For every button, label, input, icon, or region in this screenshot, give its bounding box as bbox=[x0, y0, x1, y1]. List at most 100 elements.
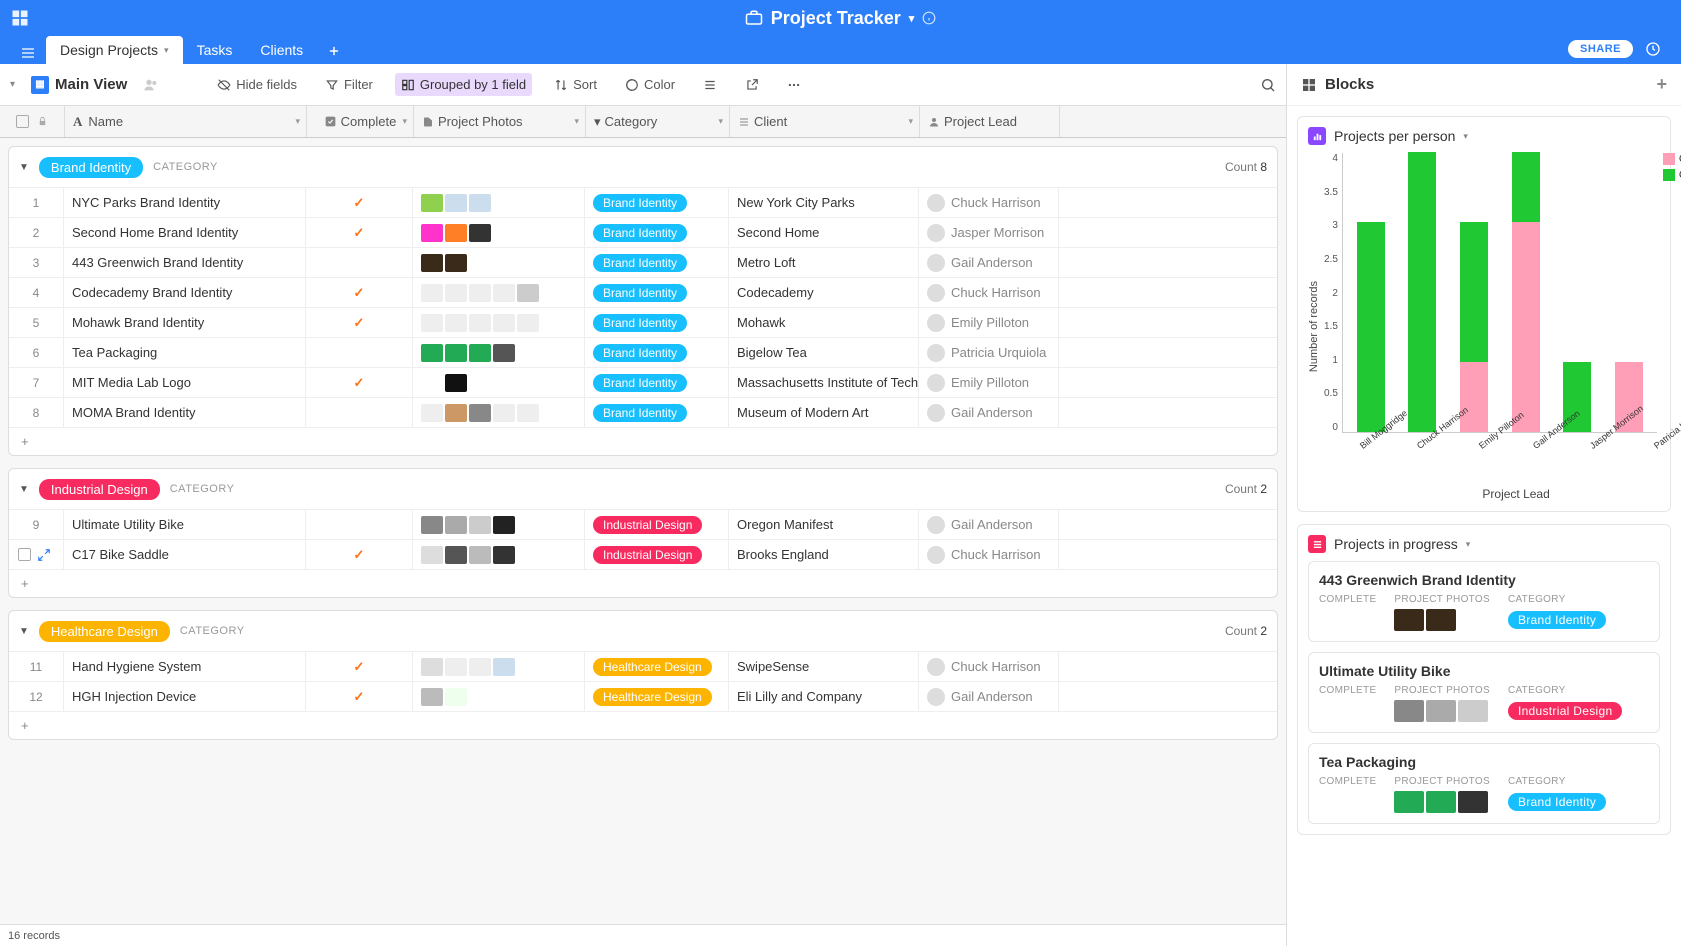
cell-lead[interactable]: Patricia Urquiola bbox=[919, 338, 1059, 367]
photo-thumb[interactable] bbox=[493, 224, 515, 242]
photo-thumb[interactable] bbox=[421, 284, 443, 302]
hide-fields-button[interactable]: Hide fields bbox=[211, 73, 303, 96]
add-row-button[interactable]: + bbox=[9, 711, 1277, 739]
add-block-button[interactable]: + bbox=[1656, 74, 1667, 95]
cell-name[interactable]: Tea Packaging bbox=[64, 338, 306, 367]
cell-photos[interactable] bbox=[413, 368, 585, 397]
cell-category[interactable]: Brand Identity bbox=[585, 398, 729, 427]
cell-category[interactable]: Healthcare Design bbox=[585, 652, 729, 681]
photo-thumb[interactable] bbox=[421, 404, 443, 422]
cell-client[interactable]: Massachusetts Institute of Tech bbox=[729, 368, 919, 397]
share-button[interactable]: SHARE bbox=[1568, 40, 1633, 58]
cell-client[interactable]: Eli Lilly and Company bbox=[729, 682, 919, 711]
photo-thumb[interactable] bbox=[445, 194, 467, 212]
cell-photos[interactable] bbox=[413, 218, 585, 247]
col-complete[interactable]: Complete▾ bbox=[307, 106, 414, 137]
photo-thumb[interactable] bbox=[421, 374, 443, 392]
row-checkbox[interactable] bbox=[18, 548, 31, 561]
cell-photos[interactable] bbox=[413, 652, 585, 681]
photo-thumb[interactable] bbox=[421, 224, 443, 242]
photo-thumb[interactable] bbox=[421, 658, 443, 676]
photo-thumb[interactable] bbox=[517, 314, 539, 332]
history-icon[interactable] bbox=[1645, 41, 1661, 57]
photo-thumb[interactable] bbox=[493, 516, 515, 534]
photo-thumb[interactable] bbox=[445, 688, 467, 706]
photo-thumb[interactable] bbox=[517, 404, 539, 422]
table-row[interactable]: 7 MIT Media Lab Logo ✓ Brand Identity Ma… bbox=[9, 367, 1277, 397]
photo-thumb[interactable] bbox=[421, 254, 443, 272]
cell-name[interactable]: C17 Bike Saddle bbox=[64, 540, 306, 569]
photo-thumb[interactable] bbox=[493, 344, 515, 362]
cell-category[interactable]: Industrial Design bbox=[585, 510, 729, 539]
cell-name[interactable]: NYC Parks Brand Identity bbox=[64, 188, 306, 217]
photo-thumb[interactable] bbox=[469, 284, 491, 302]
cell-complete[interactable]: ✓ bbox=[306, 308, 413, 337]
cell-lead[interactable]: Chuck Harrison bbox=[919, 278, 1059, 307]
cell-name[interactable]: MIT Media Lab Logo bbox=[64, 368, 306, 397]
cell-lead[interactable]: Emily Pilloton bbox=[919, 308, 1059, 337]
cell-lead[interactable]: Chuck Harrison bbox=[919, 540, 1059, 569]
photo-thumb[interactable] bbox=[469, 658, 491, 676]
cell-category[interactable]: Brand Identity bbox=[585, 368, 729, 397]
cell-category[interactable]: Healthcare Design bbox=[585, 682, 729, 711]
cell-category[interactable]: Brand Identity bbox=[585, 338, 729, 367]
cell-complete[interactable]: ✓ bbox=[306, 368, 413, 397]
table-row[interactable]: 8 MOMA Brand Identity Brand Identity Mus… bbox=[9, 397, 1277, 427]
col-client[interactable]: Client▾ bbox=[730, 106, 920, 137]
tab-tasks[interactable]: Tasks bbox=[183, 36, 247, 64]
cell-complete[interactable] bbox=[306, 510, 413, 539]
table-row[interactable]: 4 Codecademy Brand Identity ✓ Brand Iden… bbox=[9, 277, 1277, 307]
photo-thumb[interactable] bbox=[493, 284, 515, 302]
cell-client[interactable]: Mohawk bbox=[729, 308, 919, 337]
cell-complete[interactable] bbox=[306, 338, 413, 367]
tab-design-projects[interactable]: Design Projects▾ bbox=[46, 36, 183, 64]
cell-client[interactable]: SwipeSense bbox=[729, 652, 919, 681]
cell-lead[interactable]: Jasper Morrison bbox=[919, 218, 1059, 247]
cell-complete[interactable]: ✓ bbox=[306, 218, 413, 247]
bar-segment[interactable] bbox=[1460, 222, 1488, 362]
photo-thumb[interactable] bbox=[469, 194, 491, 212]
group-header[interactable]: ▼ Brand Identity CATEGORY Count 8 bbox=[9, 147, 1277, 187]
col-name[interactable]: AName▾ bbox=[65, 106, 307, 137]
photo-thumb[interactable] bbox=[517, 284, 539, 302]
tab-clients[interactable]: Clients bbox=[246, 36, 317, 64]
cell-photos[interactable] bbox=[413, 188, 585, 217]
cell-category[interactable]: Brand Identity bbox=[585, 218, 729, 247]
bar-segment[interactable] bbox=[1357, 222, 1385, 432]
cell-category[interactable]: Brand Identity bbox=[585, 188, 729, 217]
photo-thumb[interactable] bbox=[421, 344, 443, 362]
cell-photos[interactable] bbox=[413, 308, 585, 337]
cell-complete[interactable] bbox=[306, 248, 413, 277]
photo-thumb[interactable] bbox=[493, 658, 515, 676]
table-row[interactable]: 2 Second Home Brand Identity ✓ Brand Ide… bbox=[9, 217, 1277, 247]
photo-thumb[interactable] bbox=[445, 254, 467, 272]
cell-client[interactable]: Bigelow Tea bbox=[729, 338, 919, 367]
photo-thumb[interactable] bbox=[421, 688, 443, 706]
cell-name[interactable]: MOMA Brand Identity bbox=[64, 398, 306, 427]
cell-client[interactable]: Second Home bbox=[729, 218, 919, 247]
table-row[interactable]: 6 Tea Packaging Brand Identity Bigelow T… bbox=[9, 337, 1277, 367]
filter-button[interactable]: Filter bbox=[319, 73, 379, 96]
collapse-icon[interactable]: ▼ bbox=[19, 162, 29, 173]
add-row-button[interactable]: + bbox=[9, 427, 1277, 455]
cell-complete[interactable]: ✓ bbox=[306, 278, 413, 307]
cell-name[interactable]: Second Home Brand Identity bbox=[64, 218, 306, 247]
add-row-button[interactable]: + bbox=[9, 569, 1277, 597]
collapse-icon[interactable]: ▼ bbox=[19, 484, 29, 495]
photo-thumb[interactable] bbox=[421, 314, 443, 332]
cell-photos[interactable] bbox=[413, 278, 585, 307]
progress-card[interactable]: Ultimate Utility Bike COMPLETE PROJECT P… bbox=[1308, 652, 1660, 733]
bar-segment[interactable] bbox=[1460, 362, 1488, 432]
sort-button[interactable]: Sort bbox=[548, 73, 603, 96]
cell-photos[interactable] bbox=[413, 540, 585, 569]
view-switcher[interactable]: ▦ Main View bbox=[31, 76, 127, 94]
cell-lead[interactable]: Emily Pilloton bbox=[919, 368, 1059, 397]
cell-category[interactable]: Brand Identity bbox=[585, 308, 729, 337]
cell-client[interactable]: Metro Loft bbox=[729, 248, 919, 277]
bar-segment[interactable] bbox=[1512, 152, 1540, 222]
photo-thumb[interactable] bbox=[493, 404, 515, 422]
col-photos[interactable]: Project Photos▾ bbox=[414, 106, 586, 137]
cell-name[interactable]: Hand Hygiene System bbox=[64, 652, 306, 681]
expand-icon[interactable] bbox=[37, 548, 51, 562]
color-button[interactable]: Color bbox=[619, 73, 681, 96]
